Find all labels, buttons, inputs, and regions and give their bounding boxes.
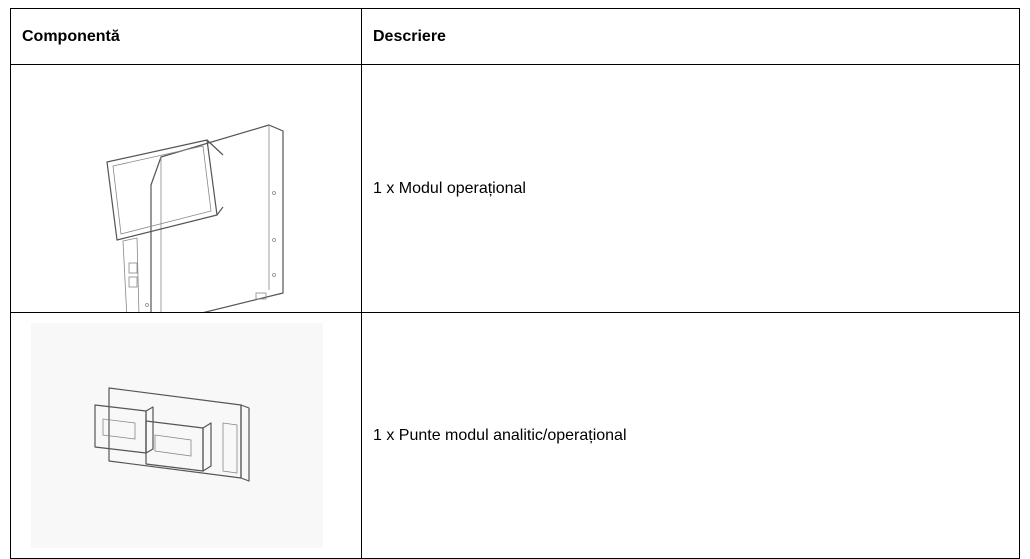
device-illustration xyxy=(106,124,284,312)
image-cell xyxy=(10,64,362,313)
description-cell: 1 x Modul operațional xyxy=(361,64,1020,313)
table-row: 1 x Modul operațional xyxy=(10,64,1020,313)
table-row: 1 x Punte modul analitic/operațional xyxy=(10,312,1020,559)
header-cell: Descriere xyxy=(361,8,1020,65)
header-cell: Componentă xyxy=(10,8,362,65)
bridge-illustration xyxy=(31,323,323,548)
description-cell: 1 x Punte modul analitic/operațional xyxy=(361,312,1020,559)
image-cell xyxy=(10,312,362,559)
components-table: Componentă Descriere xyxy=(10,8,1020,559)
header-row: Componentă Descriere xyxy=(10,8,1020,65)
